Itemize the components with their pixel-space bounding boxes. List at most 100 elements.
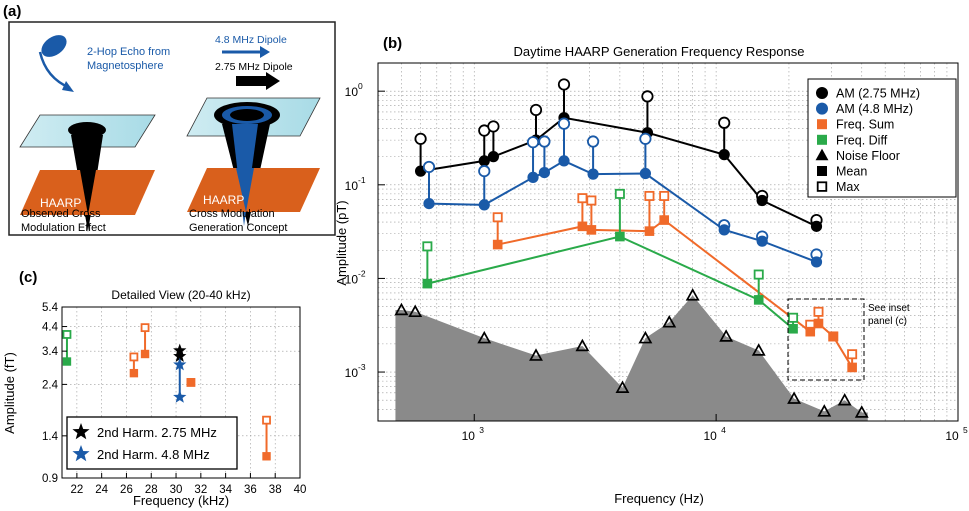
am-4-8-mhz-max-point bbox=[526, 136, 540, 149]
am-4-8-mhz-max-point bbox=[478, 165, 491, 178]
noise-floor-point bbox=[817, 404, 832, 417]
x-tick-label: 30 bbox=[170, 484, 183, 496]
panel-b: (b) Daytime HAARP Generation Frequency R… bbox=[334, 35, 968, 506]
freq-sum-max-point bbox=[847, 349, 858, 360]
freq-sum-mean-point bbox=[129, 368, 139, 378]
caption-left-text: Observed Cross Modulation Effect bbox=[21, 208, 106, 234]
freq-sum-max-point bbox=[659, 190, 670, 201]
x-tick-label: 38 bbox=[269, 484, 282, 496]
freq-sum-mean-point bbox=[492, 239, 503, 250]
freq-diff-max-point bbox=[614, 188, 625, 199]
noise-floor-point bbox=[575, 338, 590, 352]
legend-symbol bbox=[817, 166, 827, 176]
freq-sum-mean-point bbox=[140, 349, 150, 359]
am-2-75-mhz-mean-point bbox=[756, 194, 768, 207]
panel-b-axes-frame bbox=[377, 62, 959, 422]
noise-floor-point bbox=[854, 405, 869, 418]
legend-entry: Noise Floor bbox=[836, 149, 900, 163]
caption-right-text: Cross Modulation Generation Concept bbox=[189, 208, 287, 234]
noise-floor-point bbox=[408, 304, 423, 318]
inset-note-1: See inset bbox=[868, 303, 910, 314]
x-tick-label: 40 bbox=[294, 484, 307, 496]
legend-entry: Freq. Sum bbox=[836, 118, 894, 132]
am-2-75-mhz-max-point bbox=[641, 90, 654, 103]
freq-sum-mean-point bbox=[813, 318, 824, 329]
am-4-8-mhz-mean-line bbox=[428, 159, 817, 263]
am-4-8-mhz-mean-point bbox=[538, 167, 551, 179]
panel-c-plot-area bbox=[62, 323, 271, 461]
legend-symbol bbox=[72, 423, 90, 440]
legend-box bbox=[66, 416, 238, 470]
freq-sum-max-point bbox=[644, 190, 655, 201]
freq-sum-max-point bbox=[140, 323, 150, 333]
legend-entry: 2nd Harm. 2.75 MHz bbox=[97, 425, 217, 440]
modulation-spot-left bbox=[68, 122, 106, 138]
freq-diff-max-point bbox=[62, 330, 72, 339]
haarp-pad-right bbox=[187, 168, 320, 212]
inset-note-2: panel (c) bbox=[868, 316, 907, 327]
echo-blob bbox=[41, 35, 67, 57]
x-tick-exponent: 4 bbox=[721, 425, 726, 435]
freq-sum-max-point bbox=[492, 212, 503, 223]
panel-b-ticks: 10 3 10 4 10 510 -310 -210 -110 0 bbox=[345, 81, 968, 443]
y-tick-label: 10 bbox=[345, 366, 359, 380]
x-tick-label: 22 bbox=[70, 484, 83, 496]
y-tick-label: 4.4 bbox=[42, 322, 59, 334]
freq-sum-mean-point bbox=[828, 331, 839, 342]
y-tick-label: 1.4 bbox=[42, 431, 59, 443]
am-4-8-mhz-mean-point bbox=[558, 155, 570, 167]
freq-diff-max-point bbox=[422, 241, 433, 252]
noise-floor-area bbox=[395, 295, 868, 421]
am-4-8-mhz-max-point bbox=[586, 135, 600, 148]
legend-entry: Freq. Diff bbox=[836, 133, 888, 147]
freq-diff-max-point bbox=[753, 269, 764, 280]
dipole275-arrow bbox=[236, 76, 266, 86]
panel-c-ticks: 22 24 26 28 30 32 34 36 38 40 0.9 1.4 2.4 3.4 4.4 5.4 bbox=[42, 302, 306, 496]
freq-diff-mean-point bbox=[753, 295, 764, 305]
am-2-75-mhz-max-point bbox=[718, 116, 731, 129]
y-tick-exponent: -3 bbox=[358, 362, 366, 372]
panel-c-grid bbox=[62, 306, 301, 479]
harmonic-48-star bbox=[173, 357, 187, 371]
y-tick-label: 0.9 bbox=[42, 473, 58, 485]
y-tick-exponent: -1 bbox=[358, 175, 366, 185]
harmonic-275-star bbox=[173, 349, 187, 363]
y-tick-exponent: -2 bbox=[358, 268, 366, 278]
am-4-8-mhz-max-point bbox=[557, 117, 571, 130]
freq-sum-mean-point bbox=[659, 215, 670, 225]
panel-b-xlabel: Frequency (Hz) bbox=[614, 491, 704, 506]
am-2-75-mhz-max-point bbox=[557, 78, 571, 91]
noise-floor-point bbox=[638, 330, 653, 344]
noise-floor-point bbox=[615, 380, 630, 393]
freq-sum-max-point bbox=[577, 193, 588, 204]
panel-c-ylabel: Amplitude (fT) bbox=[2, 352, 17, 434]
modulation-ring-inner bbox=[230, 109, 264, 121]
freq-sum-mean-point bbox=[644, 226, 655, 236]
am-4-8-mhz-mean-point bbox=[527, 171, 539, 183]
y-tick-label: 10 bbox=[345, 179, 359, 193]
am-4-8-mhz-max-point bbox=[422, 160, 436, 174]
am-4-8-mhz-max-point bbox=[538, 135, 551, 148]
am-2-75-mhz-max-point bbox=[529, 103, 543, 117]
am-4-8-mhz-mean-point bbox=[810, 256, 823, 268]
echo-text: 2-Hop Echo from Magnetosphere bbox=[87, 46, 170, 72]
noise-floor-point bbox=[529, 348, 543, 361]
x-tick-label: 34 bbox=[219, 484, 232, 496]
am-4-8-mhz-mean-point bbox=[718, 224, 730, 236]
y-tick-label: 2.4 bbox=[42, 379, 59, 391]
noise-floor-point bbox=[719, 329, 734, 342]
dipole48-label: 4.8 MHz Dipole bbox=[215, 34, 287, 46]
legend-entry: AM (2.75 MHz) bbox=[836, 87, 920, 101]
x-tick-label: 36 bbox=[244, 484, 257, 496]
x-tick-exponent: 5 bbox=[963, 425, 968, 435]
x-tick-label: 10 bbox=[462, 429, 476, 443]
am-2-75-mhz-mean-point bbox=[810, 220, 823, 232]
freq-sum-max-point bbox=[262, 415, 271, 425]
y-tick-label: 10 bbox=[345, 85, 359, 99]
dipole48-arrowhead bbox=[260, 46, 270, 58]
freq-sum-mean-point bbox=[262, 452, 271, 461]
panel-a-label: (a) bbox=[3, 3, 21, 20]
freq-diff-mean-point bbox=[422, 278, 433, 289]
noise-floor-point bbox=[787, 391, 802, 404]
y-tick-label: 5.4 bbox=[42, 302, 59, 314]
